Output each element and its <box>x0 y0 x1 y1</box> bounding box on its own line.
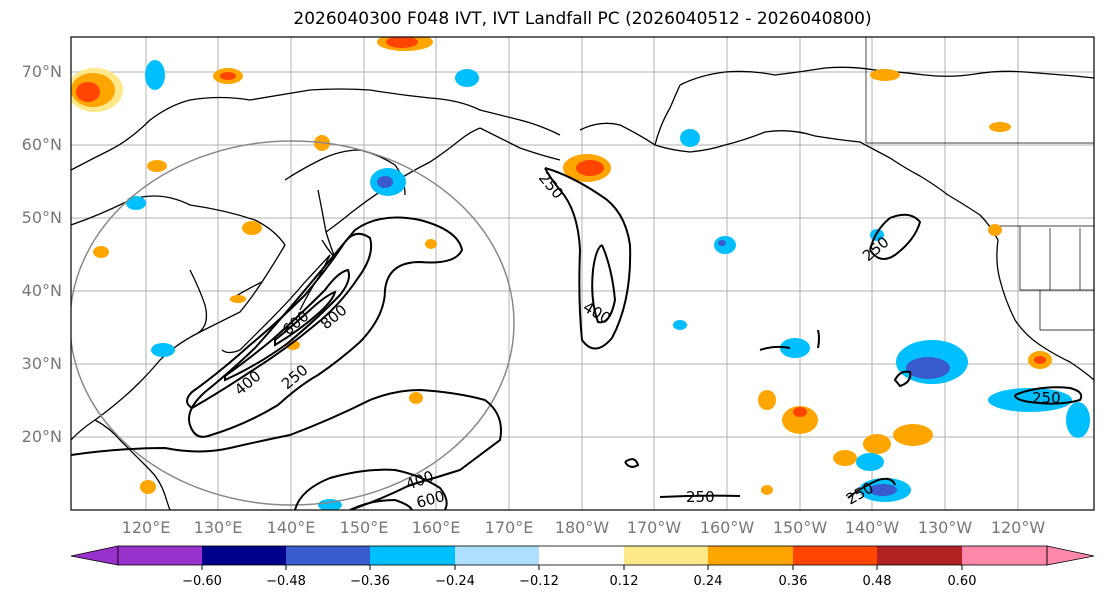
chart-title: 2026040300 F048 IVT, IVT Landfall PC (20… <box>293 9 872 29</box>
ivt-contour-250-blob1 <box>624 458 640 468</box>
ivt-contour-600-main <box>224 268 350 382</box>
colorbar-tick-label: −0.48 <box>266 574 306 589</box>
ivt-contour-250-blob3 <box>759 345 791 351</box>
lon-tick-label: 170°W <box>626 518 682 537</box>
colorbar <box>70 545 1095 570</box>
colorbar-bin <box>793 546 877 565</box>
colorbar-tick-label: 0.60 <box>947 574 977 589</box>
ivt-contour-400-tropics <box>294 468 448 510</box>
lon-tick-label: 170°E <box>484 518 534 537</box>
lon-tick-label: 140°E <box>266 518 316 537</box>
colorbar-extend-high <box>1046 545 1095 566</box>
colorbar-tick-label: −0.60 <box>182 574 222 589</box>
coastlines <box>71 66 1094 510</box>
colorbar-bin <box>455 546 539 565</box>
contour-label: 400 <box>231 367 265 399</box>
lat-tick-label: 70°N <box>21 62 62 81</box>
ivt-contour-800-main <box>274 290 337 347</box>
contour-label: 800 <box>317 301 351 333</box>
lat-tick-label: 60°N <box>21 135 62 154</box>
ivt-contour-600-tropics <box>349 498 413 510</box>
colorbar-bin <box>202 546 286 565</box>
colorbar-bin <box>539 546 624 565</box>
lat-tick-label: 20°N <box>21 427 62 446</box>
map-area <box>71 37 1094 510</box>
ivt-contour-250-center <box>544 167 632 350</box>
map-frame <box>70 36 1095 511</box>
colorbar-frame <box>117 545 1048 566</box>
lon-tick-label: 150°E <box>339 518 389 537</box>
contour-label: 400 <box>580 298 614 328</box>
lat-tick-label: 50°N <box>21 208 62 227</box>
lon-tick-label: 160°E <box>411 518 461 537</box>
lon-tick-label: 180°W <box>554 518 610 537</box>
colorbar-bin <box>286 546 370 565</box>
colorbar-tick-label: 0.24 <box>693 574 723 589</box>
borders <box>865 37 1094 331</box>
anomaly-fills <box>71 37 1090 510</box>
ivt-contour-400-center <box>591 244 617 324</box>
ivt-contour-250-east1 <box>869 213 922 260</box>
lat-tick-label: 40°N <box>21 281 62 300</box>
colorbar-tick-label: −0.24 <box>435 574 475 589</box>
contour-label: 250 <box>278 361 312 393</box>
ivt-contours <box>71 167 1083 510</box>
contour-label: 250 <box>859 233 893 265</box>
lat-tick-label: 30°N <box>21 354 62 373</box>
ivt-contour-250-blob2 <box>893 370 912 388</box>
lon-tick-label: 120°E <box>121 518 171 537</box>
colorbar-tick-label: 0.36 <box>778 574 808 589</box>
contour-label: 600 <box>414 487 446 512</box>
lon-tick-label: 140°W <box>844 518 900 537</box>
lon-tick-label: 120°W <box>990 518 1046 537</box>
colorbar-extend-low <box>70 545 119 566</box>
contour-label: 250 <box>1032 389 1061 407</box>
colorbar-tick-label: 0.48 <box>862 574 892 589</box>
ivt-contour-250-east3 <box>659 494 741 498</box>
colorbar-bin <box>962 546 1047 565</box>
landfall-region-circle <box>71 140 515 506</box>
ivt-contour-250-main <box>188 216 464 438</box>
ivt-contour-400-main <box>186 232 373 409</box>
ivt-contour-250-tropics <box>71 388 502 510</box>
colorbar-bin <box>118 546 202 565</box>
colorbar-tick-label: −0.12 <box>519 574 559 589</box>
lon-tick-label: 130°E <box>193 518 243 537</box>
colorbar-tick-label: −0.36 <box>350 574 390 589</box>
colorbar-bin <box>370 546 455 565</box>
colorbar-tick-label: 0.12 <box>609 574 639 589</box>
ivt-contour-250-east2 <box>1014 386 1083 405</box>
ivt-contour-250-east4 <box>847 477 896 499</box>
ivt-contour-250-blob4 <box>817 329 820 349</box>
graticule <box>71 37 1094 510</box>
colorbar-bin <box>877 546 962 565</box>
lon-tick-label: 130°W <box>917 518 973 537</box>
contour-label: 250 <box>686 488 715 506</box>
colorbar-bin <box>708 546 793 565</box>
lon-tick-label: 150°W <box>772 518 828 537</box>
colorbar-bin <box>624 546 708 565</box>
lon-tick-label: 160°W <box>699 518 755 537</box>
